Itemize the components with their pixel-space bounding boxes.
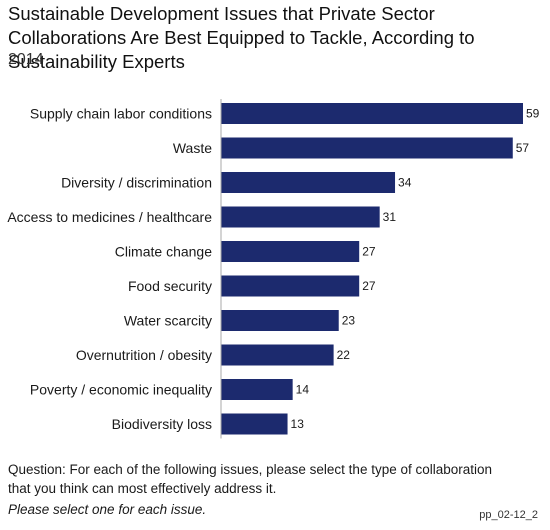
- bars-group: Supply chain labor conditions 59 Waste 57 Di…: [7, 103, 540, 435]
- category-label: Food security: [128, 278, 212, 294]
- bar: [221, 310, 339, 331]
- value-label: 13: [291, 417, 305, 431]
- figure-id: pp_02-12_2: [479, 509, 538, 521]
- bar: [221, 172, 396, 193]
- category-label: Overnutrition / obesity: [76, 347, 212, 363]
- category-label: Supply chain labor conditions: [30, 106, 212, 122]
- category-label: Diversity / discrimination: [61, 175, 212, 191]
- value-label: 23: [342, 314, 356, 328]
- value-label: 27: [362, 279, 376, 293]
- bar: [221, 275, 360, 297]
- category-label: Climate change: [115, 244, 212, 260]
- value-label: 34: [398, 176, 412, 190]
- value-label: 27: [362, 245, 376, 259]
- question-note: Question: For each of the following issu…: [8, 462, 493, 496]
- value-label: 14: [296, 383, 310, 397]
- bar-chart: Supply chain labor conditions 59 Waste 57 Di…: [7, 99, 540, 439]
- category-label: Poverty / economic inequality: [30, 382, 212, 398]
- value-label: 31: [383, 210, 397, 224]
- bar: [221, 413, 288, 435]
- value-label: 57: [516, 141, 530, 155]
- bar: [221, 137, 513, 159]
- bar: [221, 241, 360, 262]
- bar: [221, 379, 293, 400]
- chart-subtitle: 2014: [8, 51, 44, 68]
- category-label: Water scarcity: [124, 313, 212, 329]
- category-label: Biodiversity loss: [112, 416, 212, 432]
- bar: [221, 206, 380, 228]
- bar: [221, 344, 334, 366]
- value-label: 59: [526, 107, 540, 121]
- category-label: Access to medicines / healthcare: [7, 209, 212, 225]
- instruction-note: Please select one for each issue.: [8, 502, 207, 517]
- category-label: Waste: [173, 140, 212, 156]
- bar: [221, 103, 523, 124]
- chart-title: Sustainable Development Issues that Priv…: [8, 3, 475, 72]
- value-label: 22: [337, 348, 351, 362]
